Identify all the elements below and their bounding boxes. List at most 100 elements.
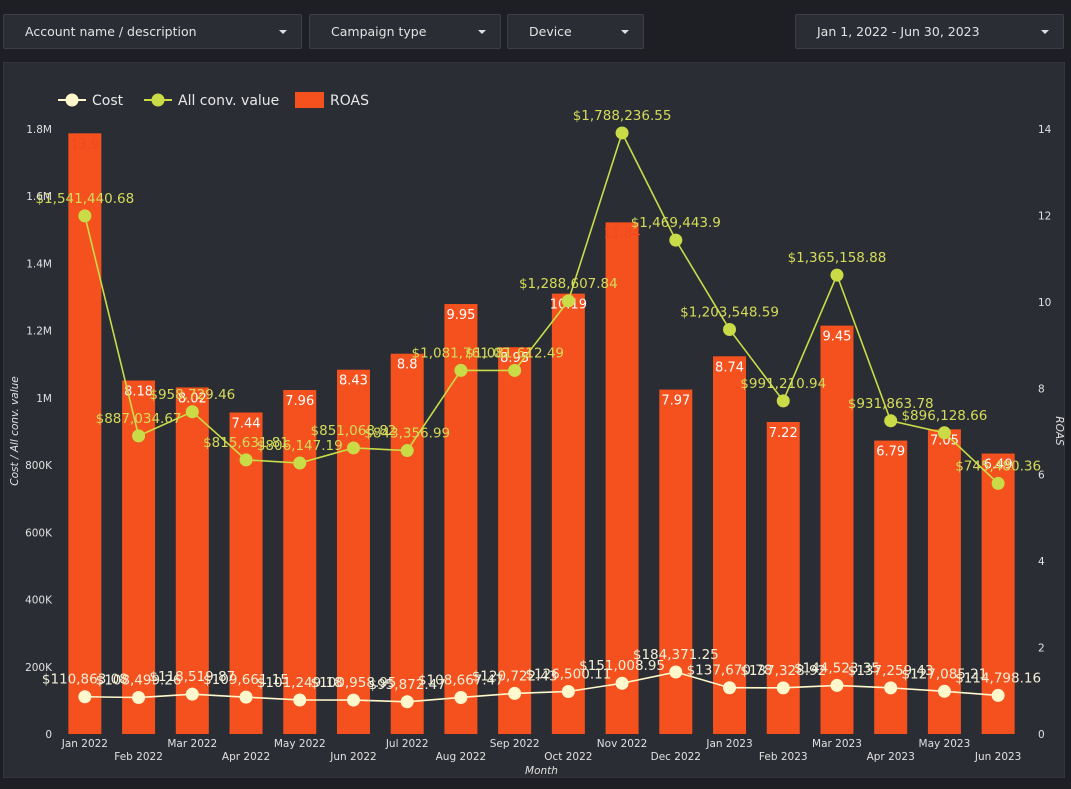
left-axis-tick-label: 0	[45, 729, 52, 741]
all-conv-value-point	[239, 453, 253, 467]
series-point-labels: $1,541,440.68 $887,034.67 $958,729.46 $815,…	[35, 108, 1041, 693]
cost-label: $118,519.87	[149, 669, 235, 685]
right-axis-tick-label: 14	[1038, 124, 1052, 136]
cost-label: $184,371.25	[633, 647, 719, 663]
roas-data-label: 8.8	[397, 358, 418, 373]
all-conv-value-label: $1,365,158.88	[788, 250, 887, 266]
legend-cost-label: Cost	[92, 93, 124, 109]
roas-data-label: 6.79	[876, 445, 905, 460]
x-axis-tick-label: Jun 2023	[974, 751, 1021, 763]
legend-cost-marker	[65, 93, 79, 107]
all-conv-value-point	[615, 126, 629, 140]
legend-roas-swatch	[295, 92, 324, 108]
cost-point	[669, 665, 683, 679]
all-conv-value-point	[346, 441, 360, 455]
roas-data-label: 7.22	[769, 426, 798, 441]
all-conv-value-label: $745,480.36	[955, 458, 1041, 474]
left-axis-tick-label: 1.6M	[26, 191, 52, 203]
left-axis-tick-label: 1M	[36, 393, 52, 405]
all-conv-value-label: $887,034.67	[96, 411, 182, 427]
legend-conv-marker	[151, 93, 165, 107]
all-conv-value-point	[669, 233, 683, 247]
x-axis-tick-label: Oct 2022	[544, 751, 592, 763]
cost-point	[185, 687, 199, 701]
cost-point	[776, 681, 790, 695]
cost-label: $144,523.35	[794, 660, 880, 676]
x-axis-tick-label: Apr 2022	[222, 751, 270, 763]
all-conv-value-label: $1,469,443.9	[631, 215, 721, 231]
roas-bar	[927, 429, 961, 734]
cost-label: $109,661.15	[203, 672, 289, 688]
x-axis-tick-label: Jan 2022	[61, 738, 108, 750]
device-filter-label: Device	[529, 24, 572, 39]
left-axis-tick-label: 600K	[25, 527, 53, 539]
left-axis-tick-label: 1.4M	[26, 258, 52, 270]
cost-label: $101,249.18	[257, 675, 343, 691]
all-conv-value-label: $1,288,607.84	[519, 276, 618, 292]
roas-data-label: 13.9	[70, 137, 99, 152]
cost-label: $127,085.21	[901, 666, 987, 682]
roas-data-label: 7.96	[285, 394, 314, 409]
x-axis-tick-label: Dec 2022	[651, 751, 701, 763]
account-filter-label: Account name / description	[25, 24, 197, 39]
x-axis-tick-label: Apr 2023	[867, 751, 915, 763]
roas-bar	[390, 353, 424, 734]
left-axis-tick-label: 1.8M	[26, 124, 52, 136]
roas-bar	[498, 347, 532, 734]
legend-conv-label: All conv. value	[178, 93, 279, 109]
caret-down-icon	[478, 29, 486, 34]
roas-data-label: 6.49	[984, 458, 1013, 473]
campaign-type-filter-label: Campaign type	[331, 24, 427, 39]
cost-label: $137,670.78	[687, 663, 773, 679]
all-conv-value-label: $806,147.19	[257, 438, 343, 454]
left-axis-tick-label: 400K	[25, 595, 53, 607]
roas-data-label: 11.84	[603, 226, 640, 241]
x-axis-tick-label: Jul 2022	[385, 738, 429, 750]
right-axis-tick-label: 4	[1038, 556, 1045, 568]
x-axis-tick-label: Feb 2023	[759, 751, 808, 763]
series-points	[78, 126, 1005, 709]
date-range-picker[interactable]: Jan 1, 2022 - Jun 30, 2023	[795, 14, 1064, 49]
x-axis-tick-label: Jan 2023	[705, 738, 752, 750]
all-conv-value-point	[830, 268, 844, 282]
campaign-type-filter-dropdown[interactable]: Campaign type	[309, 14, 501, 49]
roas-data-label: 8.43	[339, 374, 368, 389]
caret-down-icon	[621, 29, 629, 34]
all-conv-value-label: $931,863.78	[848, 396, 934, 412]
cost-point	[561, 684, 575, 698]
all-conv-value-point	[723, 322, 737, 336]
date-range-label: Jan 1, 2022 - Jun 30, 2023	[817, 24, 980, 39]
cost-point	[293, 693, 307, 707]
account-filter-dropdown[interactable]: Account name / description	[3, 14, 302, 49]
roas-bar	[659, 389, 693, 734]
roas-data-label: 8.74	[715, 360, 744, 375]
left-axis-tick-label: 1.2M	[26, 326, 52, 338]
x-axis-tick-label: May 2022	[274, 738, 326, 750]
device-filter-dropdown[interactable]: Device	[507, 14, 644, 49]
cost-point	[615, 676, 629, 690]
cost-label: $120,722.43	[472, 668, 558, 684]
cost-label: $137,328.92	[740, 663, 826, 679]
all-conv-value-point	[293, 456, 307, 470]
x-axis-tick-label: Mar 2023	[812, 738, 862, 750]
roas-bar	[713, 356, 747, 734]
roas-bar	[336, 369, 370, 734]
cost-point	[508, 686, 522, 700]
left-axis-tick-label: 200K	[25, 662, 53, 674]
cost-point	[884, 681, 898, 695]
chart-axes: 0 200K 400K 600K 800K 1M 1.2M 1.4M 1.6M 1.8M 0 2 4 6 8…	[9, 124, 1065, 777]
x-axis-tick-label: Aug 2022	[436, 751, 487, 763]
all-conv-value-label: $843,356.99	[364, 426, 450, 442]
all-conv-value-point	[185, 405, 199, 419]
legend-roas-label: ROAS	[330, 93, 369, 109]
cost-label: $108,667.47	[418, 672, 504, 688]
right-axis-tick-label: 2	[1038, 643, 1045, 655]
all-conv-value-point	[561, 294, 575, 308]
x-axis-tick-label: Feb 2022	[114, 751, 163, 763]
cost-label: $100,958.95	[311, 675, 397, 691]
series-lines	[84, 130, 999, 703]
cost-point	[830, 678, 844, 692]
roas-bar	[68, 133, 102, 735]
cost-label: $151,008.95	[579, 658, 665, 674]
